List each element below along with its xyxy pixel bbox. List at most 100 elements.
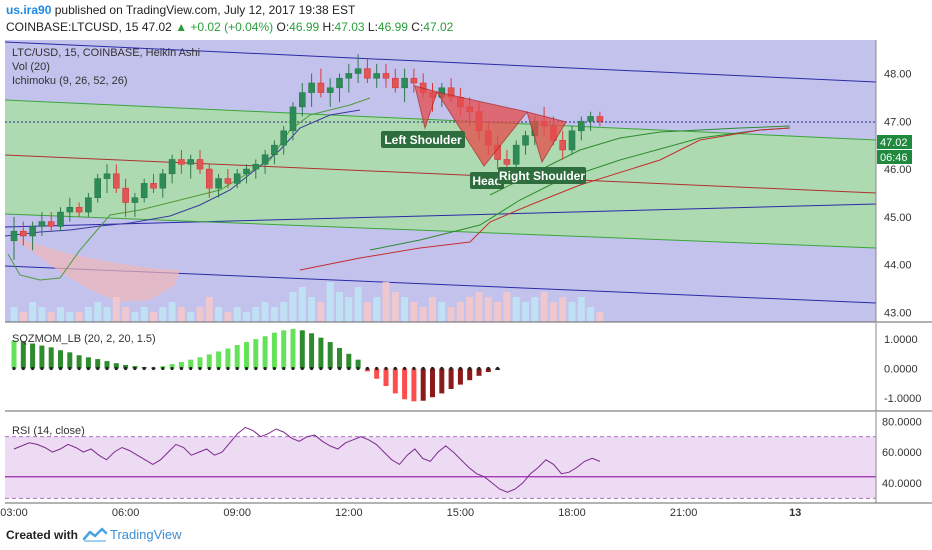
volume-bar (466, 297, 474, 322)
momentum-bar (420, 368, 426, 401)
head-annotation: Head (470, 172, 504, 189)
squeeze-dot (263, 366, 267, 371)
volume-bar (456, 302, 464, 322)
momentum-bar (318, 337, 324, 369)
squeeze-dot (347, 366, 351, 371)
momentum-bar (457, 368, 463, 385)
squeeze-dot (449, 366, 453, 371)
candle (522, 130, 529, 155)
tradingview-logo-icon (82, 527, 108, 542)
ichimoku-cloud-red (8, 235, 180, 302)
volume-bar (503, 292, 511, 322)
volume-bar (140, 307, 148, 322)
candle (345, 63, 353, 93)
right-shoulder-annotation: Right Shoulder (498, 167, 586, 184)
squeeze-dot (58, 366, 63, 371)
momentum-bar (30, 343, 36, 369)
momentum-pane: 1.0000 0.0000 -1.0000 SQZMOM_LB (20, 2, 20… (5, 323, 921, 411)
candle (94, 173, 101, 203)
candle (317, 68, 325, 98)
candle (401, 68, 408, 103)
volume-bar (196, 307, 204, 322)
momentum-bar (85, 357, 91, 369)
symbol-label: COINBASE:LTCUSD, 15 (6, 20, 139, 34)
candle (178, 149, 185, 174)
volume-bar (84, 307, 92, 322)
momentum-bar (225, 348, 231, 369)
momentum-bar (355, 359, 361, 369)
momentum-bar (104, 361, 110, 369)
price-axis-current-price (877, 135, 912, 149)
price-axis-tick-label: 47.00 (884, 116, 912, 128)
time-axis: 03:00 06:00 09:00 12:00 15:00 18:00 21:00 13 (0, 507, 801, 519)
momentum-bar (76, 355, 82, 369)
candle (587, 111, 594, 131)
volume-bar (298, 287, 306, 322)
momentum-bar (271, 332, 277, 369)
author-link[interactable]: us.ira90 (6, 3, 52, 17)
momentum-bar (197, 357, 203, 369)
squeeze-dot (300, 366, 304, 371)
squeeze-dot (86, 366, 90, 371)
squeeze-dot (12, 366, 16, 371)
squeeze-dot (328, 366, 332, 371)
candle (289, 102, 297, 141)
tradingview-brand[interactable]: TradingView (110, 527, 182, 542)
momentum-bar (48, 347, 54, 369)
time-axis-tick-label: 06:00 (112, 507, 140, 519)
momentum-legend-item: SQZMOM_LB (20, 2, 20, 1.5) (12, 333, 156, 345)
price-change: ▲ +0.02 (+0.04%) (175, 20, 274, 34)
candle (215, 173, 222, 198)
momentum-bar (113, 363, 119, 369)
squeeze-dot (393, 366, 397, 371)
regression-line-red (4, 154, 877, 194)
candle (280, 126, 288, 155)
candle (326, 78, 334, 107)
squeeze-dot (430, 366, 435, 371)
channel-line-blue-mid (4, 203, 877, 228)
squeeze-dot (319, 366, 323, 371)
volume-bar (94, 302, 102, 322)
volume-bar (243, 312, 250, 322)
candle (243, 164, 250, 184)
volume-bar (19, 312, 27, 322)
svg-text:Head: Head (472, 174, 501, 188)
momentum-bar (374, 368, 380, 379)
volume-bar (438, 302, 446, 322)
candle (373, 63, 381, 88)
squeeze-dot (21, 366, 25, 371)
volume-bar (559, 297, 567, 322)
squeeze-dot (356, 366, 360, 371)
volume-bar (270, 307, 278, 322)
candle (271, 140, 278, 165)
svg-text:Right Shoulder: Right Shoulder (499, 169, 585, 183)
candle (568, 126, 576, 155)
volume-bar (484, 297, 492, 322)
volume-bar (252, 307, 260, 322)
time-axis-tick-label: 13 (789, 507, 801, 519)
squeeze-dot (365, 366, 369, 371)
squeeze-dot (68, 366, 72, 371)
volume-bar (336, 292, 343, 322)
candle (140, 178, 148, 203)
squeeze-dot (421, 366, 425, 371)
volume-bar (47, 312, 55, 322)
squeeze-dot (384, 366, 388, 371)
candle (298, 83, 306, 117)
price-axis-tick-label: 44.00 (884, 260, 912, 272)
squeeze-dot (40, 366, 44, 371)
momentum-bar (20, 341, 26, 369)
squeeze-dot (244, 366, 249, 371)
squeeze-dot (49, 366, 53, 371)
momentum-bar (392, 368, 398, 394)
volume-bar (233, 307, 241, 322)
volume-bar (363, 302, 371, 322)
time-axis-tick-label: 21:00 (670, 507, 698, 519)
momentum-bar (234, 345, 240, 369)
volume-bar (122, 307, 130, 322)
squeeze-dot (114, 366, 118, 371)
squeeze-dot (337, 366, 342, 371)
volume-bar (540, 292, 548, 322)
squeeze-dot (310, 366, 314, 371)
momentum-bar (309, 333, 315, 369)
